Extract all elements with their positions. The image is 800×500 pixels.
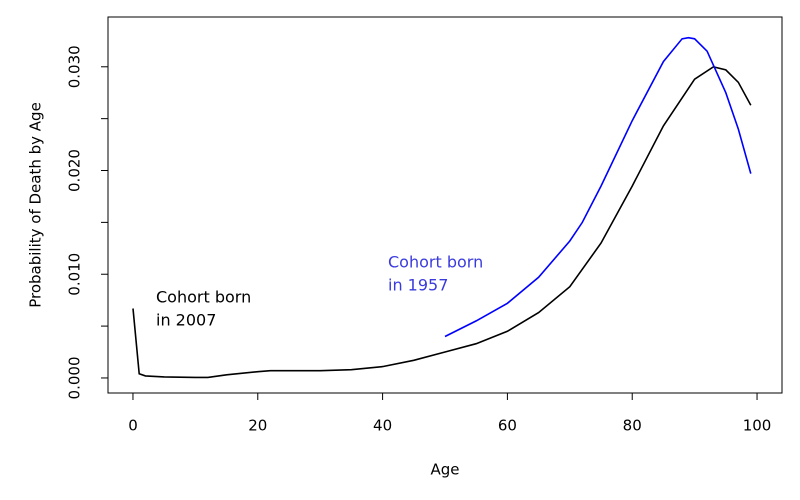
x-tick-label: 40 — [373, 417, 392, 435]
series-line — [444, 36, 752, 338]
y-tick-label: 0.020 — [66, 149, 84, 192]
y-tick-label: 0.030 — [66, 45, 84, 88]
annotation: Cohort born — [156, 288, 251, 307]
series-line — [132, 65, 752, 379]
x-tick-label: 20 — [248, 417, 267, 435]
annotation: in 1957 — [388, 276, 448, 295]
y-tick-label: 0.010 — [66, 253, 84, 296]
x-tick-label: 0 — [128, 417, 138, 435]
x-tick-label: 100 — [743, 417, 772, 435]
y-axis-label: Probability of Death by Age — [27, 102, 45, 308]
annotation: in 2007 — [156, 311, 216, 330]
y-tick-label: 0.000 — [66, 356, 84, 399]
plot-frame — [107, 16, 783, 394]
x-axis-label: Age — [430, 461, 459, 479]
annotation: Cohort born — [388, 253, 483, 272]
x-tick-label: 80 — [623, 417, 642, 435]
x-tick-label: 60 — [498, 417, 517, 435]
